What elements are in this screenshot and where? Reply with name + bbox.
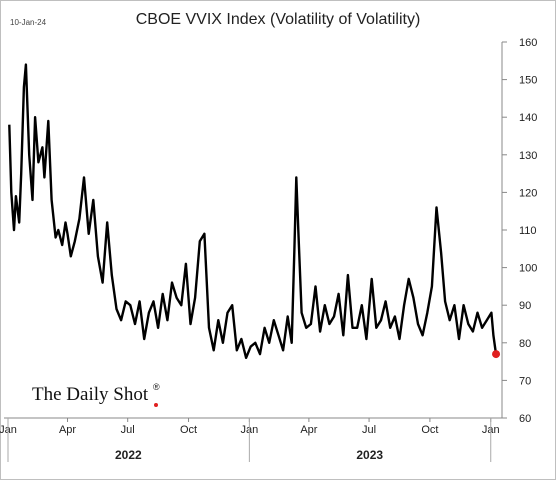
last-point-marker: [492, 350, 501, 359]
brand-logo: The Daily Shot ®: [32, 382, 160, 407]
chart-title: CBOE VVIX Index (Volatility of Volatilit…: [136, 11, 421, 28]
x-tick-label: Oct: [180, 424, 197, 436]
y-tick-label: 90: [519, 300, 531, 312]
y-tick-label: 80: [519, 338, 531, 350]
x-tick-label: Apr: [300, 424, 317, 436]
y-tick-label: 100: [519, 263, 537, 275]
x-axis: JanAprJulOctJanAprJulOctJan20222023: [0, 417, 504, 462]
y-tick-label: 110: [519, 225, 537, 237]
year-label: 2023: [356, 448, 383, 462]
brand-dot: [154, 403, 158, 407]
x-tick-label: Jul: [121, 424, 135, 436]
y-tick-label: 70: [519, 375, 531, 387]
series-line: [8, 63, 498, 359]
brand-text: The Daily Shot: [32, 384, 149, 405]
brand-registered-mark: ®: [153, 382, 160, 392]
year-label: 2022: [115, 448, 142, 462]
y-tick-label: 130: [519, 150, 537, 162]
x-tick-label: Apr: [59, 424, 76, 436]
plot-area: [8, 63, 501, 359]
date-stamp: 10-Jan-24: [10, 18, 47, 27]
y-tick-label: 120: [519, 187, 537, 199]
y-tick-label: 140: [519, 112, 537, 124]
y-tick-label: 150: [519, 75, 537, 87]
x-tick-label: Jul: [362, 424, 376, 436]
y-axis: 60 70 80 90 100 110 120 130 140 150 160: [501, 37, 537, 425]
x-tick-label: Oct: [421, 424, 438, 436]
y-tick-label: 160: [519, 37, 537, 49]
y-tick-label: 60: [519, 413, 531, 425]
